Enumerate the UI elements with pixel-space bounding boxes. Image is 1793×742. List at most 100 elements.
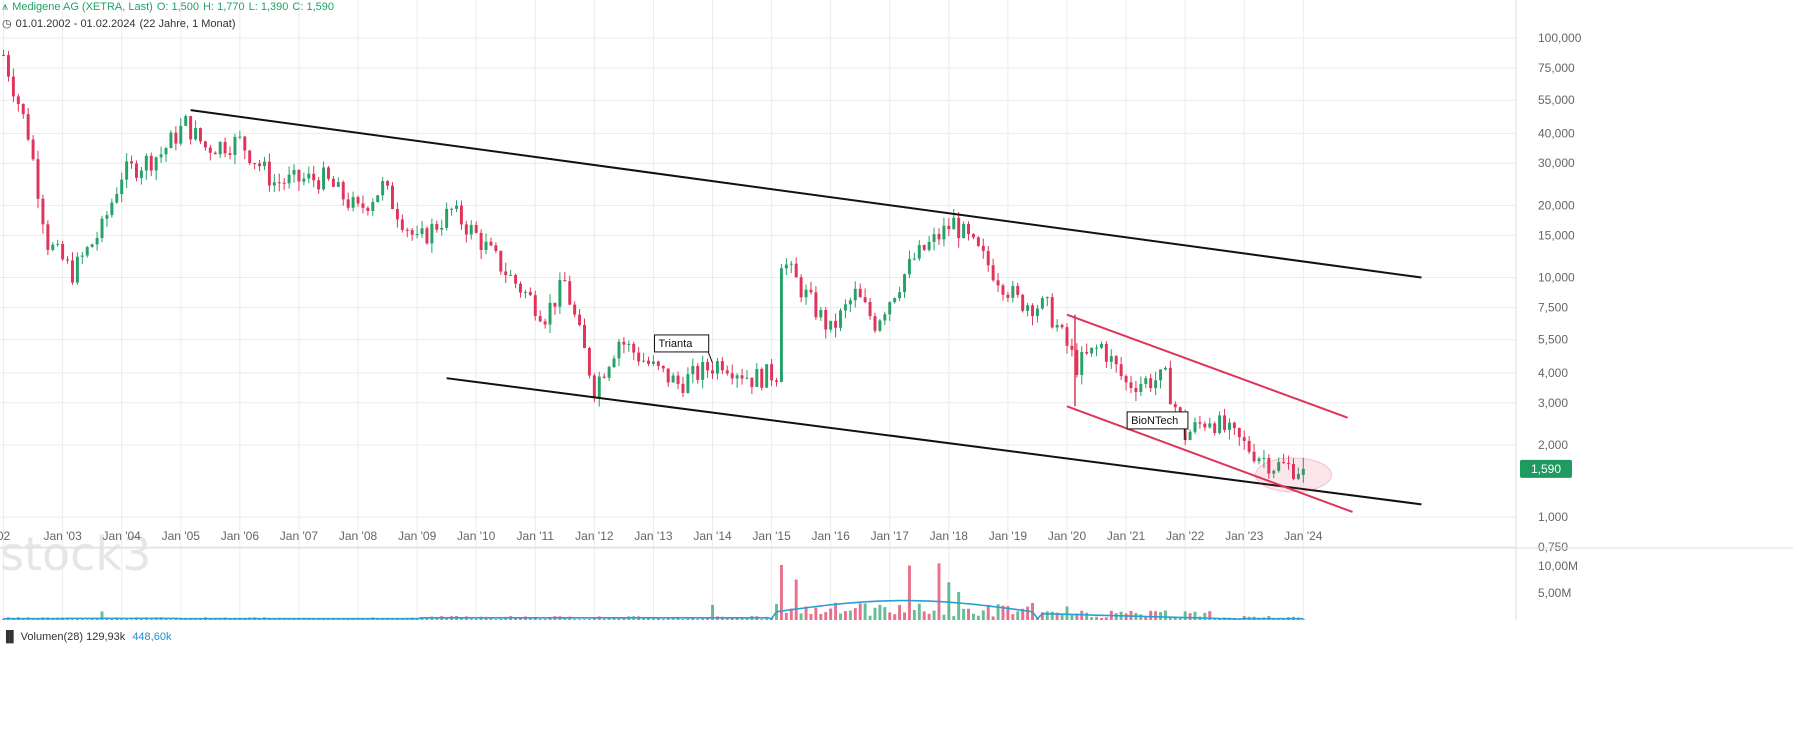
candle-body [1198, 422, 1202, 424]
candle-body [740, 375, 744, 379]
candle-body [130, 161, 134, 164]
candle-body [258, 163, 262, 167]
candle-body [208, 147, 212, 153]
candle-body [735, 375, 739, 379]
volume-bar [1163, 610, 1167, 620]
candle-body [248, 150, 252, 164]
x-tick-label: Jan '04 [103, 529, 142, 543]
volume-bar [1016, 611, 1020, 620]
candle-body [450, 208, 454, 210]
candle-body [386, 181, 390, 186]
candle-body [243, 136, 247, 151]
candle-body [1208, 423, 1212, 428]
volume-bar [322, 619, 326, 620]
volume-bar [1149, 610, 1153, 620]
candle-body [115, 194, 119, 203]
candle-body [282, 182, 286, 184]
x-tick-label: Jan '08 [339, 529, 378, 543]
candle-body [366, 207, 370, 212]
candle-body [661, 365, 665, 369]
volume-bar [853, 608, 857, 620]
candle-body [1163, 367, 1167, 370]
candle-body [1144, 378, 1148, 384]
candle-body [317, 180, 321, 190]
volume-bar [686, 617, 690, 620]
volume-bar [80, 618, 84, 620]
chart-grid [0, 0, 1516, 620]
volume-bar [868, 615, 872, 620]
ohlc-low: L: 1,390 [248, 1, 289, 13]
x-tick-label: Jan '05 [162, 529, 201, 543]
y-tick-label: 4,000 [1538, 366, 1568, 380]
volume-bar [307, 619, 311, 620]
candle-body [100, 218, 104, 238]
volume-bar [927, 613, 931, 620]
volume-bar [1021, 608, 1025, 620]
candle-body [381, 181, 385, 196]
candle-body [218, 141, 222, 155]
candle-body [868, 302, 872, 317]
x-tick-label: Jan '21 [1107, 529, 1146, 543]
volume-bar [1026, 606, 1030, 620]
x-tick-label: Jan '22 [1166, 529, 1205, 543]
volume-header: ▐▌ Volumen(28) 129,93k 448,60k [2, 631, 171, 643]
x-tick-label: Jan '03 [43, 529, 82, 543]
volume-bar [1208, 611, 1212, 620]
volume-bar [130, 619, 134, 620]
instrument-line: ⩚ Medigene AG (XETRA, Last) O: 1,500 H: 1,7… [2, 1, 338, 14]
candle-body [927, 241, 931, 250]
candle-body [85, 247, 89, 256]
candle-body [519, 283, 522, 293]
y-tick-label: 10,000 [1538, 271, 1575, 285]
volume-average-line [3, 599, 1304, 620]
candle-body [602, 376, 606, 378]
volume-bar [976, 615, 980, 620]
candle-body [159, 154, 163, 158]
volume-bar [1040, 612, 1044, 620]
volume-bar [1301, 619, 1305, 620]
candle-body [474, 225, 478, 233]
candle-body [592, 375, 596, 398]
candle-body [1223, 415, 1227, 430]
annotation-label: BioNTech [1131, 415, 1178, 427]
candle-body [947, 225, 951, 230]
volume-bar [533, 618, 537, 620]
candle-body [637, 352, 641, 362]
volume-bar [100, 611, 104, 620]
volume-bar [957, 591, 961, 620]
x-tick-label: Jan '19 [989, 529, 1028, 543]
y-tick-label: 5,500 [1538, 333, 1568, 347]
candle-body [435, 223, 439, 230]
volume-value-1: 129,93k [86, 631, 126, 643]
volume-bar [445, 617, 449, 620]
y-tick-label: 20,000 [1538, 198, 1575, 212]
annotation-box [654, 334, 710, 353]
candle-body [1060, 324, 1064, 328]
x-tick-label: Jan '20 [1048, 529, 1087, 543]
volume-bar [730, 617, 734, 620]
chart-header: ⩚ Medigene AG (XETRA, Last) O: 1,500 H: 1,7… [0, 0, 1793, 34]
candle-body [981, 245, 985, 251]
volume-bar [863, 603, 867, 620]
candle-body [755, 369, 759, 387]
candle-body [863, 297, 867, 303]
volume-bar [538, 619, 542, 620]
candle-body [612, 358, 616, 368]
x-tick-label: Jan '11 [517, 529, 555, 543]
candle-body [1026, 305, 1030, 311]
candle-body [971, 234, 975, 238]
volume-value-2: 448,60k [132, 631, 172, 643]
volume-bar [824, 612, 828, 620]
candle-body [346, 199, 350, 208]
candle-body [1267, 457, 1271, 474]
volume-bar [1011, 614, 1015, 620]
candle-body [656, 361, 660, 366]
candle-body [1001, 285, 1005, 295]
candle-body [455, 205, 458, 209]
x-tick-label: Jan '10 [457, 529, 496, 543]
candle-body [445, 208, 449, 228]
volume-bar [647, 618, 650, 620]
candle-body [622, 341, 626, 345]
candle-body [420, 228, 424, 235]
